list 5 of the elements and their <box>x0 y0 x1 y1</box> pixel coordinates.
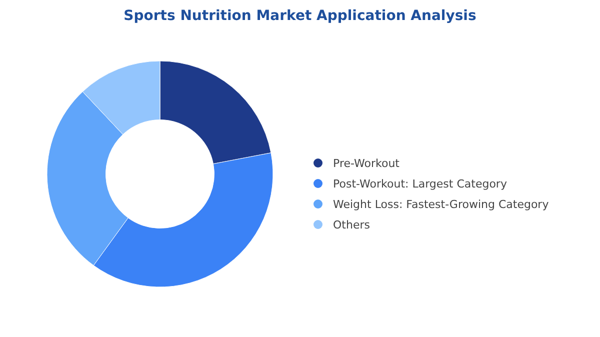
chart-title: Sports Nutrition Market Application Analysis <box>124 8 476 24</box>
legend-label: Others <box>333 218 370 232</box>
legend-label: Weight Loss: Fastest-Growing Category <box>333 198 550 211</box>
legend-label: Pre-Workout <box>333 157 400 170</box>
legend-label: Post-Workout: Largest Category <box>333 178 508 190</box>
